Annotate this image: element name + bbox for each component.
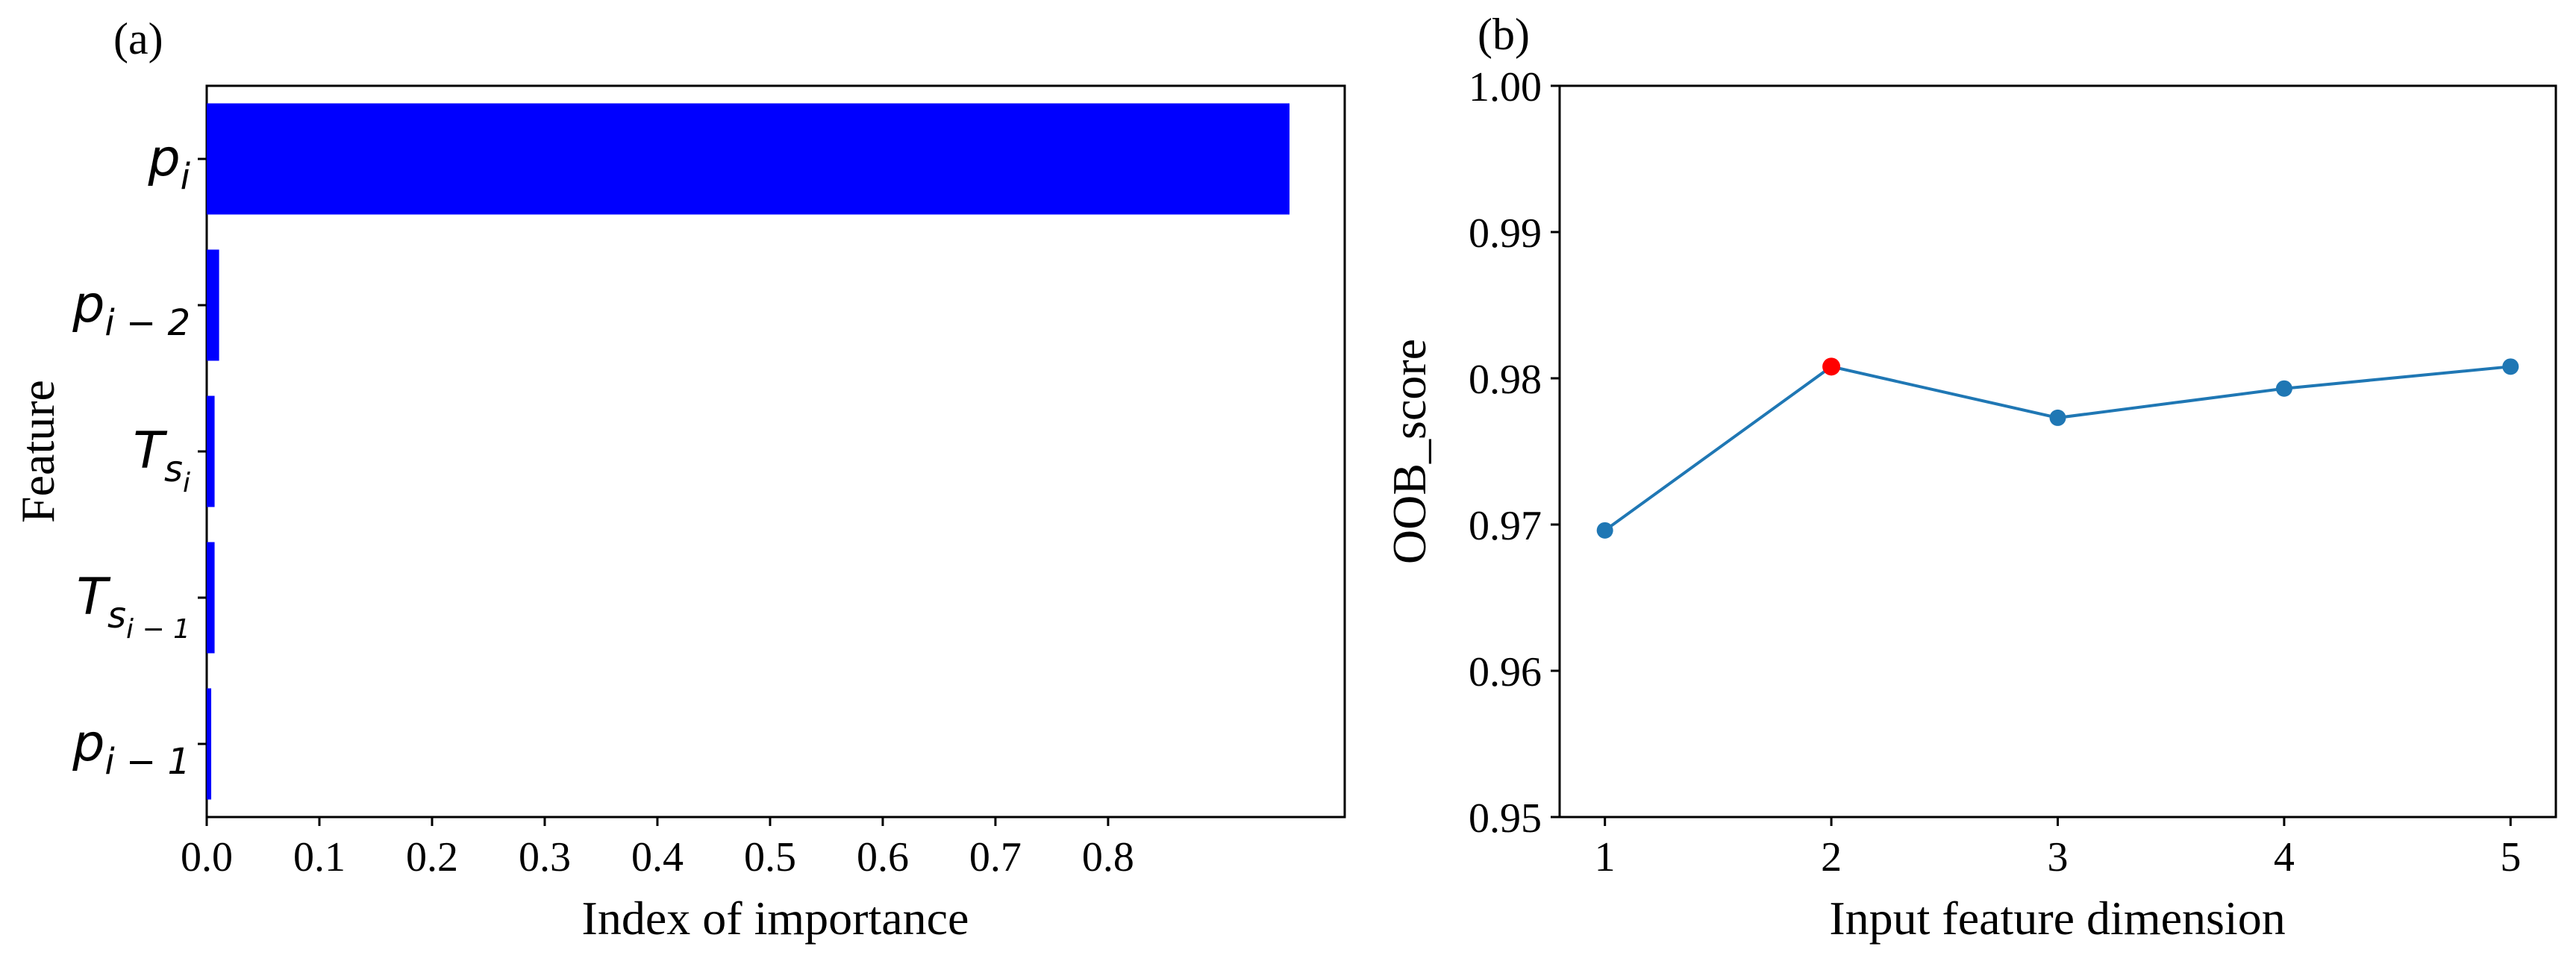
bar-4 (207, 542, 215, 654)
chart-a-xlabel: Index of importance (582, 892, 969, 945)
x-tick-label-4: 4 (2274, 834, 2295, 880)
y-tick-label-4: 0.98 (1469, 357, 1542, 403)
panel-label-a: (a) (113, 14, 163, 63)
highlight-point (1822, 357, 1841, 376)
x-tick-label-4: 0.3 (519, 834, 571, 880)
data-point-1 (1596, 522, 1613, 539)
y-tick-label-2: pi − 2 (72, 275, 190, 344)
x-tick-label-9: 0.8 (1082, 834, 1134, 880)
y-tick-label-3: 0.97 (1469, 503, 1542, 549)
x-tick-label-6: 0.5 (744, 834, 796, 880)
x-tick-label-5: 0.4 (631, 834, 684, 880)
chart-a-ylabel: Feature (11, 380, 64, 523)
series-line (1604, 365, 2511, 532)
x-tick-label-1: 0.0 (181, 834, 233, 880)
x-tick-label-7: 0.6 (857, 834, 909, 880)
data-point-5 (2502, 358, 2519, 375)
chart-b: 0.95 0.96 0.97 0.98 0.99 1.00 1 2 3 4 5 Input fea… (1383, 64, 2557, 945)
chart-b-xlabel: Input feature dimension (1829, 892, 2285, 945)
x-tick-label-2: 2 (1821, 834, 1842, 880)
y-tick-label-1: 0.95 (1469, 795, 1542, 842)
chart-b-frame (1558, 84, 2557, 819)
x-tick-label-3: 3 (2048, 834, 2069, 880)
panel-label-b: (b) (1478, 10, 1530, 59)
bar-1 (207, 103, 1290, 215)
y-tick-label-1: pi (147, 129, 190, 198)
x-tick-label-8: 0.7 (969, 834, 1022, 880)
bar-2 (207, 249, 219, 361)
data-point-3 (2049, 409, 2066, 426)
chart-a: pi pi − 2 Tsi Tsi − 1 pi − 1 0.0 0.1 0.2 0.3 0.4… (11, 84, 1346, 945)
y-tick-label-4: Tsi − 1 (76, 568, 190, 645)
x-tick-label-5: 5 (2500, 834, 2521, 880)
chart-b-ylabel: OOB_score (1383, 339, 1436, 564)
y-tick-label-5: 0.99 (1469, 210, 1542, 257)
bar-3 (207, 395, 215, 507)
x-tick-label-2: 0.1 (293, 834, 346, 880)
y-tick-label-6: 1.00 (1469, 64, 1542, 110)
bar-5 (207, 688, 212, 800)
y-tick-label-3: Tsi (133, 422, 190, 498)
y-tick-label-5: pi − 1 (72, 714, 190, 783)
x-tick-label-3: 0.2 (406, 834, 458, 880)
y-tick-label-2: 0.96 (1469, 649, 1542, 695)
data-point-4 (2275, 380, 2292, 397)
x-tick-label-1: 1 (1595, 834, 1616, 880)
